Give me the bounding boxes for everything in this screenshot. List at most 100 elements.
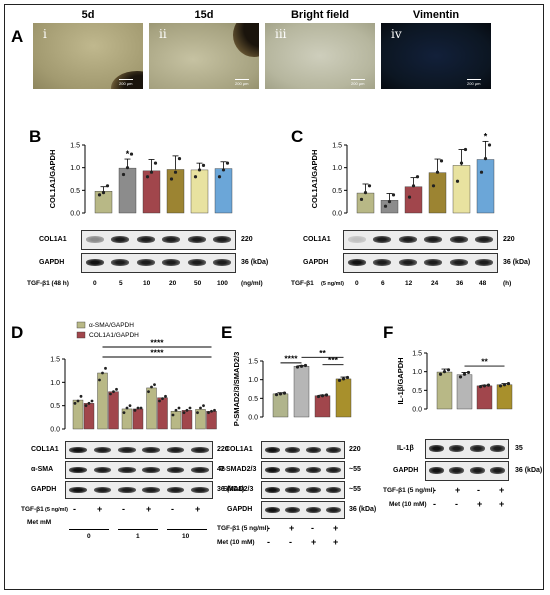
blot-label: P-SMAD2/3	[219, 466, 257, 473]
data-point	[407, 195, 412, 199]
condition-sublabel: (5 ng/ml)	[45, 507, 68, 513]
panel-label-f: F	[383, 323, 394, 342]
kda-label: 36 (kDa)	[349, 506, 377, 513]
micrograph-vimentin: iv 200 μm	[381, 23, 491, 89]
blot-band	[69, 466, 87, 473]
y-tick-label: 1.0	[50, 380, 60, 387]
lane-label: 10	[143, 280, 151, 287]
y-axis-label: COL1A1/GAPDH	[310, 150, 319, 209]
blot-band	[166, 466, 185, 473]
kda-label: 220	[503, 236, 515, 243]
data-point	[104, 366, 107, 370]
legend-swatch	[76, 331, 86, 339]
blot-band	[285, 446, 301, 453]
data-point	[363, 191, 368, 195]
data-point	[158, 399, 161, 403]
blot-label: GAPDH	[393, 467, 419, 474]
blot-band	[398, 236, 417, 244]
y-tick-label: 0.0	[50, 427, 60, 434]
sign: +	[477, 499, 483, 509]
bar	[452, 165, 471, 214]
blot-band	[118, 446, 136, 453]
bar	[108, 391, 119, 430]
data-point	[98, 378, 101, 382]
blot-d-col1a1	[65, 441, 213, 459]
blot-label: COL1A1	[39, 236, 67, 243]
blot-label: SMAD2/3	[223, 486, 254, 493]
blot-e-smad	[261, 481, 345, 499]
lane-label: 100	[217, 280, 228, 287]
bar	[214, 168, 233, 214]
bar	[456, 374, 473, 410]
blot-label: COL1A1	[303, 236, 331, 243]
scale-bar	[235, 79, 249, 80]
significance-label: ***	[328, 355, 339, 365]
micrograph-heading: 5d	[81, 9, 95, 21]
data-point	[506, 382, 511, 386]
y-tick-label: 0.5	[248, 396, 258, 403]
data-point	[161, 397, 164, 401]
met-group: 1	[136, 533, 140, 540]
blot-band	[449, 467, 465, 475]
blot-band	[285, 486, 301, 493]
y-tick-label: 0.5	[50, 403, 60, 410]
data-point	[359, 197, 364, 201]
data-point	[87, 401, 91, 405]
blot-band	[490, 467, 506, 475]
kda-label: 42	[217, 466, 225, 473]
data-point	[498, 384, 503, 388]
lane-label: 24	[431, 280, 439, 287]
sign: +	[499, 485, 505, 495]
significance-label: ****	[284, 353, 298, 363]
blot-band	[187, 259, 206, 267]
bar	[146, 387, 157, 430]
data-point	[455, 179, 460, 183]
y-tick-label: 1.5	[70, 143, 80, 150]
blot-label: GAPDH	[227, 506, 253, 513]
data-point	[90, 399, 94, 403]
bar	[272, 393, 289, 418]
kda-label: ~55	[349, 466, 361, 473]
data-point	[136, 406, 140, 410]
unit-label: (h)	[503, 280, 512, 287]
data-point	[188, 406, 192, 410]
chart-e: 0.00.51.01.5P-SMAD2/3/SMAD2/3 *********	[232, 348, 352, 426]
met-label: Met (10 mM)	[389, 501, 427, 508]
blot-band	[142, 446, 160, 453]
sign: -	[171, 504, 174, 514]
data-point	[125, 166, 130, 170]
blot-band	[428, 445, 444, 453]
blot-band	[69, 446, 87, 453]
sign: -	[311, 523, 314, 533]
lane-label: 0	[93, 280, 97, 287]
blot-band	[326, 466, 342, 473]
data-point	[316, 394, 321, 399]
data-point	[479, 170, 484, 174]
blot-band	[136, 259, 155, 267]
scale-label: 200 μm	[467, 81, 481, 86]
blot-band	[264, 446, 280, 453]
significance-label: ****	[150, 338, 164, 348]
data-point	[76, 399, 80, 403]
blot-band	[85, 259, 104, 267]
blot-band	[142, 486, 160, 493]
unit-label: (ng/ml)	[241, 280, 263, 287]
lane-label: 6	[381, 280, 385, 287]
data-point	[201, 163, 206, 167]
blot-d-gapdh	[65, 481, 213, 499]
blot-band	[93, 486, 112, 493]
blot-band	[191, 446, 209, 453]
group-line	[118, 529, 158, 530]
y-tick-label: 1.0	[412, 369, 422, 376]
sign: -	[433, 485, 436, 495]
blot-band	[347, 259, 366, 267]
data-point	[112, 390, 115, 394]
blot-band	[118, 466, 136, 473]
y-tick-label: 0.0	[70, 211, 80, 218]
sign: +	[195, 504, 201, 514]
bar	[404, 186, 423, 214]
data-point	[463, 147, 468, 152]
micrograph-heading: Bright field	[290, 9, 350, 21]
panel-label-d: D	[11, 323, 24, 342]
data-point	[483, 157, 488, 161]
